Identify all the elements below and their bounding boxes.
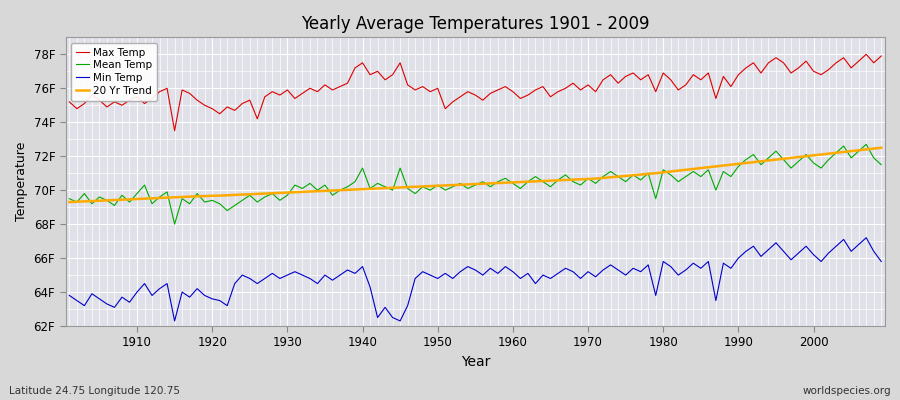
X-axis label: Year: Year xyxy=(461,355,490,369)
Min Temp xyxy=(297,273,308,278)
Max Temp xyxy=(876,54,886,58)
Max Temp xyxy=(124,98,135,102)
Min Temp xyxy=(342,268,353,272)
Legend: Max Temp, Mean Temp, Min Temp, 20 Yr Trend: Max Temp, Mean Temp, Min Temp, 20 Yr Tre… xyxy=(71,42,157,101)
Max Temp xyxy=(515,96,526,101)
Text: worldspecies.org: worldspecies.org xyxy=(803,386,891,396)
Y-axis label: Temperature: Temperature xyxy=(15,142,28,221)
Max Temp xyxy=(64,100,75,104)
20 Yr Trend xyxy=(64,200,75,204)
20 Yr Trend xyxy=(290,190,301,195)
Min Temp xyxy=(605,262,616,267)
Min Temp xyxy=(860,235,871,240)
20 Yr Trend xyxy=(500,180,511,185)
Min Temp xyxy=(64,293,75,298)
Min Temp xyxy=(124,300,135,305)
Max Temp xyxy=(605,72,616,77)
20 Yr Trend xyxy=(335,188,346,192)
Min Temp xyxy=(169,318,180,323)
20 Yr Trend xyxy=(598,176,608,180)
Mean Temp xyxy=(515,186,526,191)
Mean Temp xyxy=(605,169,616,174)
Line: Mean Temp: Mean Temp xyxy=(69,144,881,224)
Min Temp xyxy=(515,276,526,281)
Mean Temp xyxy=(64,196,75,201)
Mean Temp xyxy=(508,181,518,186)
Line: Max Temp: Max Temp xyxy=(69,54,881,131)
Min Temp xyxy=(876,259,886,264)
Title: Yearly Average Temperatures 1901 - 2009: Yearly Average Temperatures 1901 - 2009 xyxy=(301,15,650,33)
20 Yr Trend xyxy=(876,145,886,150)
Max Temp xyxy=(342,81,353,86)
Max Temp xyxy=(169,128,180,133)
Mean Temp xyxy=(169,222,180,226)
Max Temp xyxy=(860,52,871,57)
20 Yr Trend xyxy=(508,180,518,185)
Mean Temp xyxy=(876,162,886,167)
20 Yr Trend xyxy=(124,197,135,202)
Max Temp xyxy=(508,89,518,94)
Mean Temp xyxy=(297,186,308,191)
Max Temp xyxy=(297,91,308,96)
Min Temp xyxy=(508,269,518,274)
Mean Temp xyxy=(342,184,353,189)
Line: Min Temp: Min Temp xyxy=(69,238,881,321)
Line: 20 Yr Trend: 20 Yr Trend xyxy=(69,148,881,202)
Mean Temp xyxy=(124,200,135,204)
Mean Temp xyxy=(860,142,871,147)
Text: Latitude 24.75 Longitude 120.75: Latitude 24.75 Longitude 120.75 xyxy=(9,386,180,396)
